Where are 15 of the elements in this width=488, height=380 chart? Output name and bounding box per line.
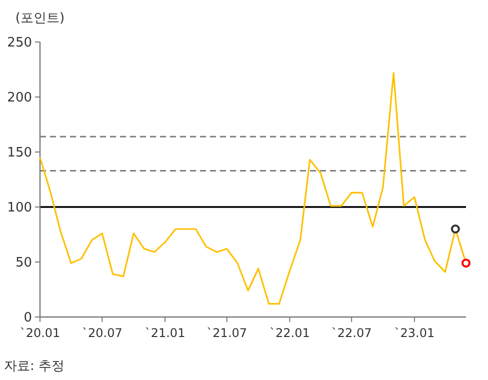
y-tick-label: 150 [7, 146, 32, 161]
y-tick-label: 200 [7, 90, 32, 106]
y-tick-label: 100 [7, 200, 32, 216]
text: 자료: 추정 [4, 359, 65, 374]
y-tick-label: 250 [7, 36, 32, 51]
y-axis-title: (포인트) [15, 11, 65, 26]
x-tick-label: `20.01 [20, 326, 60, 340]
x-tick-label: `22.07 [331, 326, 372, 340]
x-tick-label: `22.01 [270, 326, 310, 340]
y-tick-label: 0 [24, 310, 32, 326]
x-tick-label: `23.01 [394, 326, 435, 340]
x-tick-label: `20.07 [82, 326, 122, 340]
y-tick-label: 50 [15, 256, 32, 271]
x-tick-label: `21.01 [144, 326, 186, 340]
x-tick-label: `21.07 [206, 326, 248, 340]
